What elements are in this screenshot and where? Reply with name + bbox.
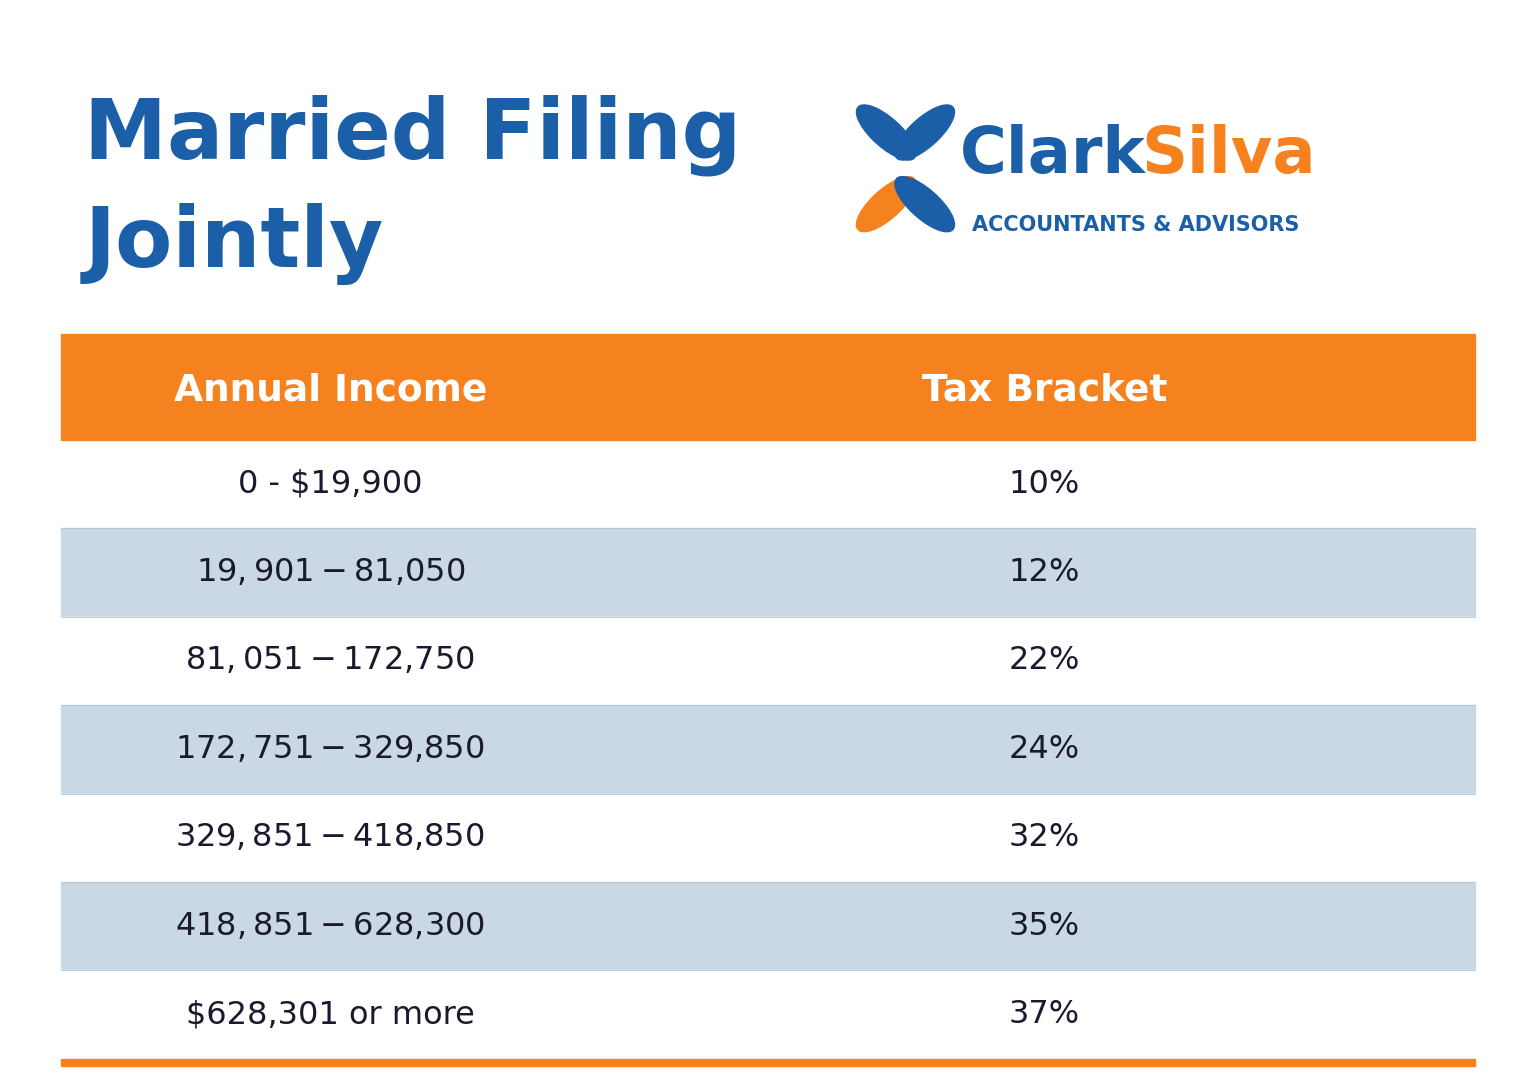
Text: ACCOUNTANTS & ADVISORS: ACCOUNTANTS & ADVISORS bbox=[972, 215, 1299, 235]
Text: $628,301 or more: $628,301 or more bbox=[186, 999, 475, 1031]
Text: Clark: Clark bbox=[960, 124, 1146, 187]
Text: 12%: 12% bbox=[1009, 557, 1080, 588]
Bar bbox=[61, 528, 1475, 617]
Bar bbox=[61, 882, 1475, 971]
Bar bbox=[61, 971, 1475, 1059]
Text: 32%: 32% bbox=[1009, 822, 1080, 854]
Ellipse shape bbox=[857, 177, 915, 231]
Text: Tax Bracket: Tax Bracket bbox=[922, 372, 1167, 409]
Bar bbox=[61, 794, 1475, 882]
Text: Married Filing: Married Filing bbox=[84, 94, 742, 177]
Text: $418,851 - $628,300: $418,851 - $628,300 bbox=[175, 911, 485, 942]
Text: Silva: Silva bbox=[1141, 124, 1316, 187]
Bar bbox=[61, 617, 1475, 705]
Ellipse shape bbox=[857, 105, 915, 160]
Text: 37%: 37% bbox=[1009, 999, 1080, 1031]
Text: 22%: 22% bbox=[1009, 645, 1080, 677]
Ellipse shape bbox=[895, 177, 954, 231]
Text: Jointly: Jointly bbox=[84, 203, 384, 286]
Text: $81,051 - $172,750: $81,051 - $172,750 bbox=[186, 645, 475, 677]
Text: $329,851 - $418,850: $329,851 - $418,850 bbox=[175, 822, 485, 854]
Text: $19,901 - $81,050: $19,901 - $81,050 bbox=[195, 557, 465, 588]
Text: 10%: 10% bbox=[1009, 468, 1080, 500]
Bar bbox=[61, 342, 1475, 440]
Text: 0 - $19,900: 0 - $19,900 bbox=[238, 468, 422, 500]
Bar bbox=[61, 334, 1475, 342]
Bar bbox=[61, 1059, 1475, 1066]
Bar bbox=[61, 440, 1475, 528]
Ellipse shape bbox=[895, 105, 954, 160]
Text: Annual Income: Annual Income bbox=[174, 372, 487, 409]
Text: 24%: 24% bbox=[1009, 734, 1080, 765]
Bar bbox=[61, 705, 1475, 794]
Text: $172,751 - $329,850: $172,751 - $329,850 bbox=[175, 734, 485, 765]
Text: 35%: 35% bbox=[1009, 911, 1080, 942]
